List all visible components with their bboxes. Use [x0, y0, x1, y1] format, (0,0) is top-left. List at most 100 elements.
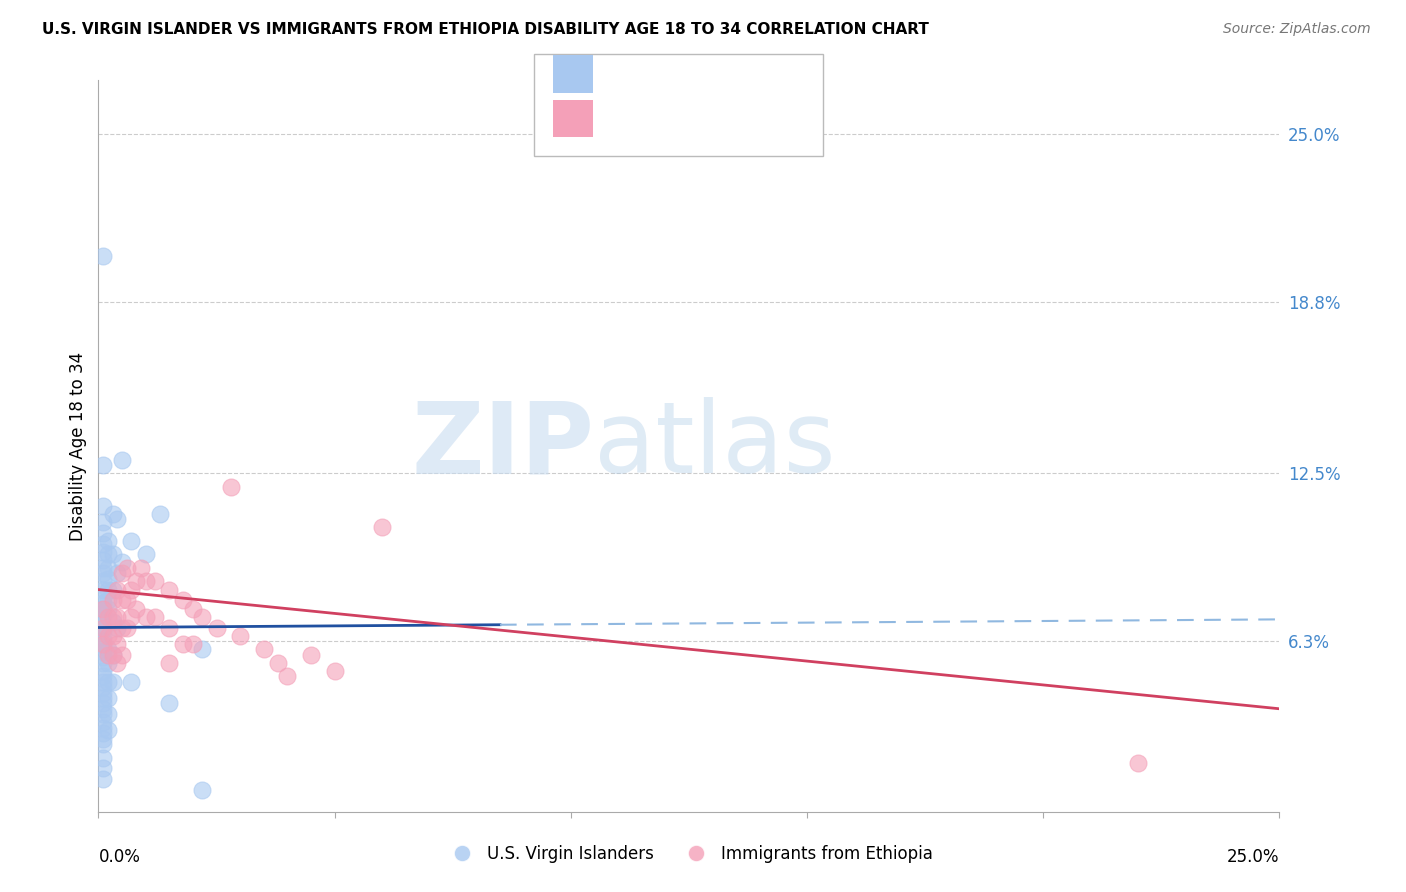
Point [91, 634, 114, 648]
Point [191, 642, 214, 657]
Point [91, 685, 114, 699]
Point [267, 656, 290, 670]
Point [172, 593, 194, 607]
Point [97, 629, 120, 643]
Text: R =  0.010: R = 0.010 [602, 65, 690, 83]
Point [91, 697, 114, 711]
Point [91, 566, 114, 581]
Point [91, 601, 114, 615]
Point [91, 707, 114, 722]
Point [91, 499, 114, 513]
Point [105, 656, 128, 670]
Point [276, 669, 298, 683]
Point [91, 690, 114, 705]
Point [101, 547, 124, 561]
Point [219, 480, 242, 494]
Point [91, 656, 114, 670]
Text: U.S. VIRGIN ISLANDER VS IMMIGRANTS FROM ETHIOPIA DISABILITY AGE 18 TO 34 CORRELA: U.S. VIRGIN ISLANDER VS IMMIGRANTS FROM … [42, 22, 929, 37]
Point [91, 726, 114, 740]
Point [191, 783, 214, 797]
Text: 0.0%: 0.0% [98, 848, 141, 866]
Point [91, 750, 114, 764]
Point [129, 561, 152, 575]
Point [101, 674, 124, 689]
Point [97, 642, 120, 657]
Point [143, 574, 166, 589]
Point [91, 536, 114, 550]
Point [101, 507, 124, 521]
Point [97, 648, 120, 662]
Point [191, 609, 214, 624]
Y-axis label: Disability Age 18 to 34: Disability Age 18 to 34 [69, 351, 87, 541]
Point [1126, 756, 1149, 770]
Point [97, 533, 120, 548]
Point [121, 582, 143, 597]
Point [97, 561, 120, 575]
Point [105, 582, 128, 597]
Point [105, 609, 128, 624]
Point [97, 723, 120, 738]
Point [97, 656, 120, 670]
Point [91, 612, 114, 626]
Point [91, 702, 114, 716]
Point [121, 674, 143, 689]
Point [121, 609, 143, 624]
Point [115, 593, 138, 607]
Point [121, 533, 143, 548]
Point [111, 452, 134, 467]
Point [111, 593, 134, 607]
Point [97, 582, 120, 597]
Point [101, 615, 124, 629]
Point [157, 582, 180, 597]
Point [91, 721, 114, 735]
Point [157, 656, 180, 670]
Point [111, 648, 134, 662]
Point [125, 601, 148, 615]
Point [135, 609, 157, 624]
Point [97, 707, 120, 722]
Point [105, 637, 128, 651]
Point [91, 596, 114, 610]
Point [91, 458, 114, 472]
Text: N = 48: N = 48 [710, 110, 772, 128]
Point [105, 566, 128, 581]
Point [91, 650, 114, 665]
Point [91, 617, 114, 632]
Point [91, 664, 114, 678]
Point [91, 645, 114, 659]
Point [101, 648, 124, 662]
Point [91, 607, 114, 621]
Point [115, 561, 138, 575]
Point [91, 620, 114, 634]
Point [91, 249, 114, 263]
Point [371, 520, 394, 534]
Point [229, 629, 252, 643]
Point [105, 512, 128, 526]
Point [101, 609, 124, 624]
Point [101, 593, 124, 607]
Text: 25.0%: 25.0% [1227, 848, 1279, 866]
Point [149, 507, 172, 521]
Point [125, 574, 148, 589]
Point [91, 624, 114, 638]
Point [91, 582, 114, 597]
Legend: U.S. Virgin Islanders, Immigrants from Ethiopia: U.S. Virgin Islanders, Immigrants from E… [439, 838, 939, 869]
Point [115, 620, 138, 634]
Point [299, 648, 322, 662]
Point [91, 525, 114, 540]
Point [91, 561, 114, 575]
Point [97, 601, 120, 615]
Point [97, 547, 120, 561]
Point [157, 697, 180, 711]
Point [91, 680, 114, 694]
Point [135, 574, 157, 589]
Point [101, 629, 124, 643]
Text: R = -0.227: R = -0.227 [602, 110, 692, 128]
Text: Source: ZipAtlas.com: Source: ZipAtlas.com [1223, 22, 1371, 37]
Text: atlas: atlas [595, 398, 837, 494]
Point [91, 637, 114, 651]
Point [101, 582, 124, 597]
Point [91, 629, 114, 643]
Point [91, 674, 114, 689]
Point [91, 574, 114, 589]
